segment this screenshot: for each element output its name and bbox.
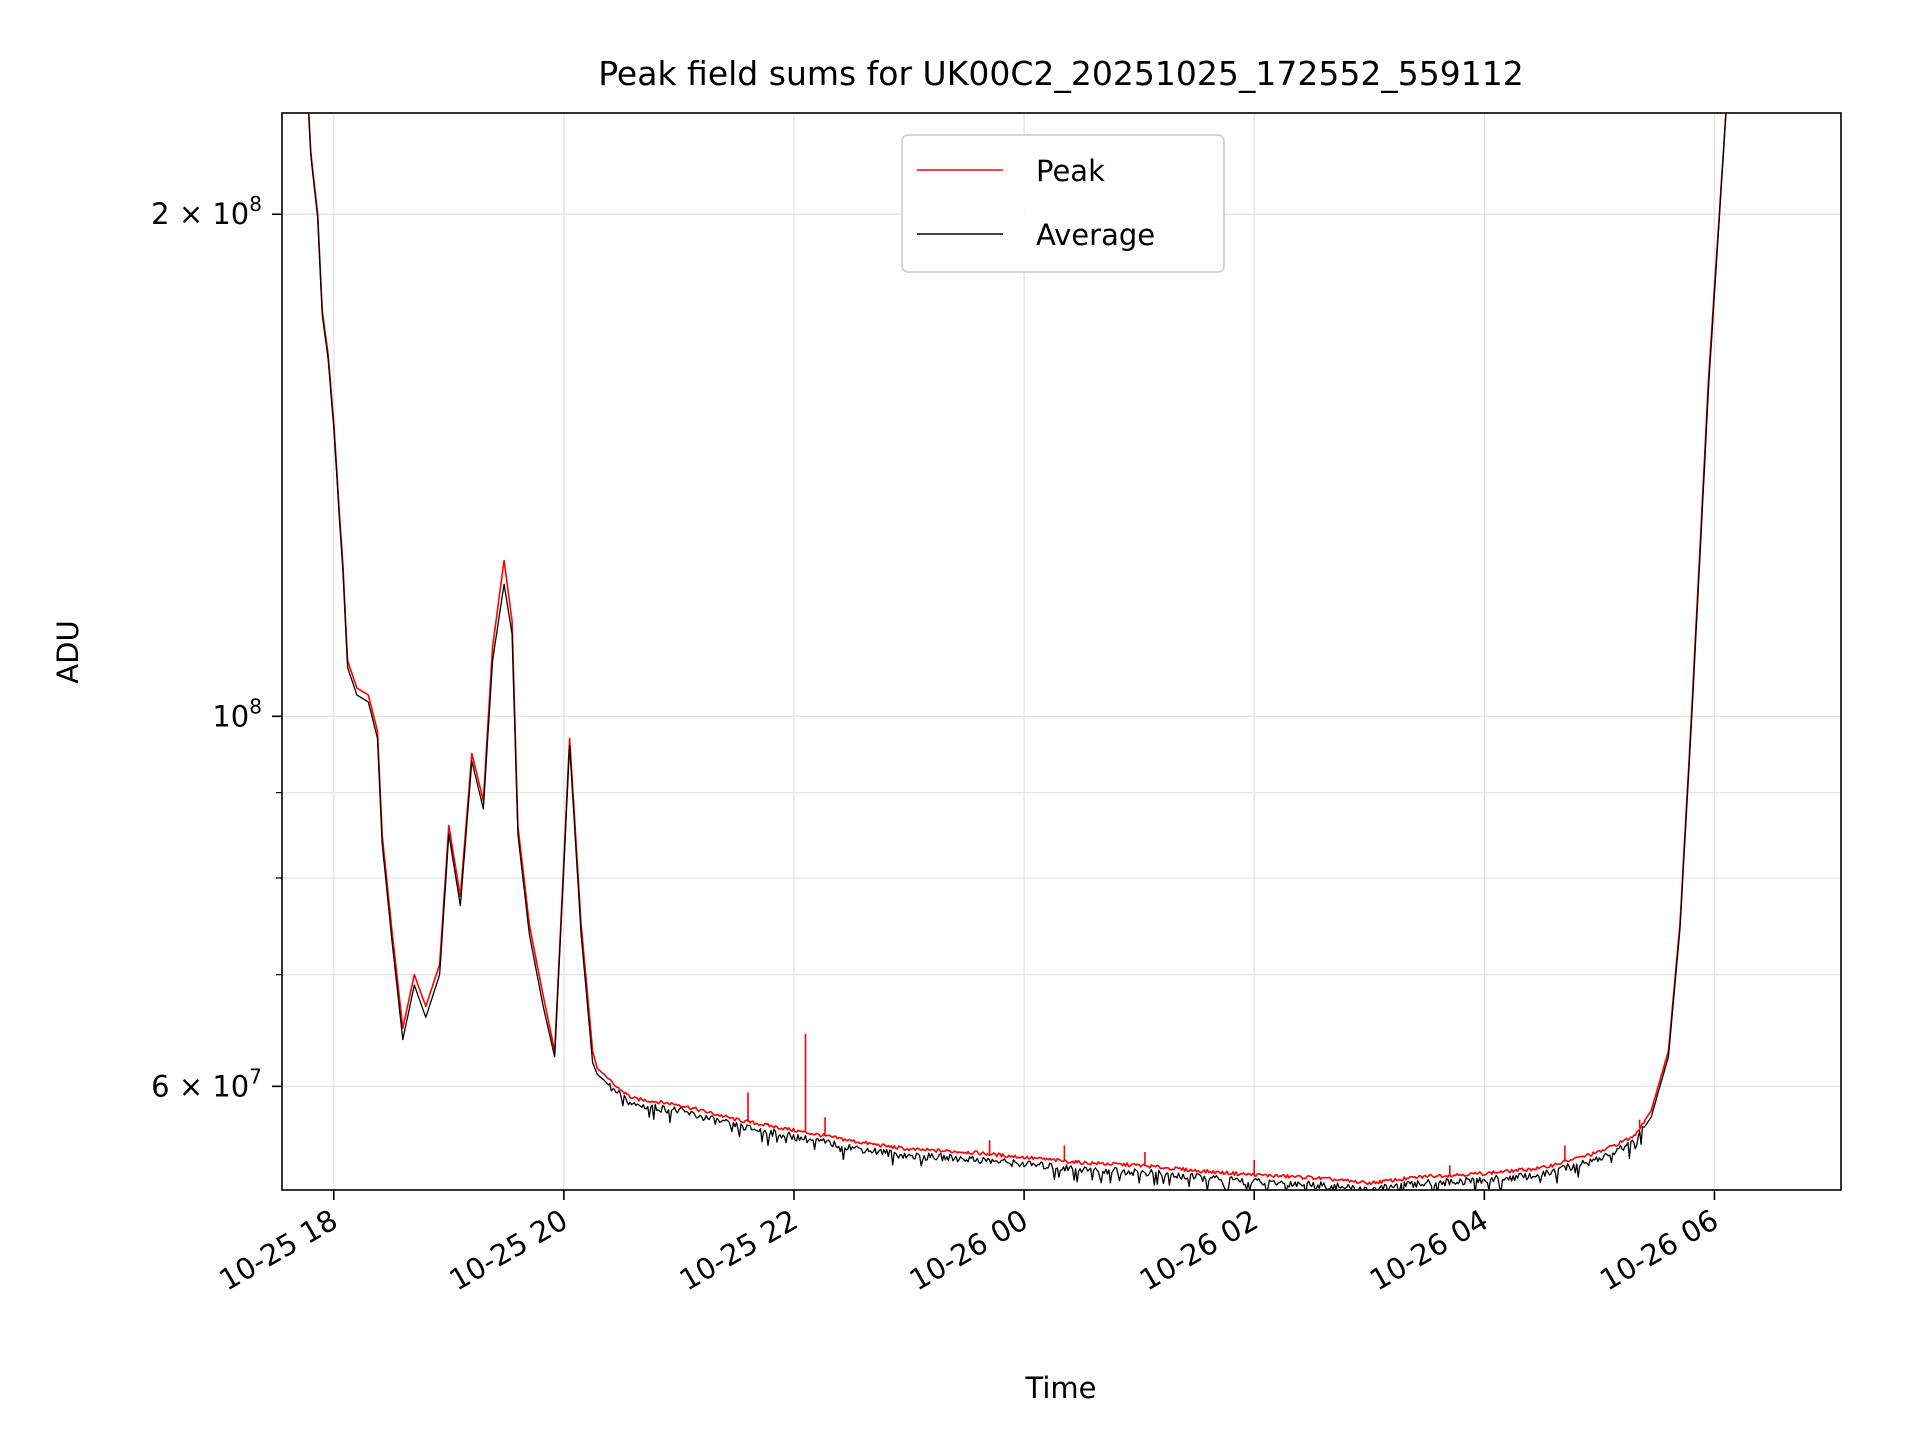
legend-label-average: Average	[1036, 218, 1155, 252]
series-line-peak	[308, 113, 1727, 1186]
y-tick-label: 108	[212, 694, 262, 733]
y-tick-label-base: 6 × 10	[151, 1069, 249, 1103]
legend: Peak Average	[901, 134, 1225, 273]
y-tick-label-base: 10	[212, 699, 249, 733]
series-line-average	[295, 113, 1727, 1190]
y-axis-label: ADU	[51, 620, 85, 683]
legend-label-peak: Peak	[1036, 154, 1105, 188]
y-tick-label-exponent: 8	[249, 694, 262, 718]
y-tick-label: 6 × 107	[151, 1064, 262, 1103]
x-axis-label: Time	[1025, 1371, 1097, 1405]
legend-box	[901, 134, 1225, 273]
y-tick-label: 2 × 108	[151, 192, 262, 231]
grid	[282, 113, 1841, 1190]
plot-frame	[281, 112, 1842, 1191]
series-layer	[295, 113, 1727, 1190]
chart-title: Peak field sums for UK00C2_20251025_1725…	[598, 54, 1524, 93]
y-tick-label-base: 2 × 10	[151, 197, 249, 231]
y-tick-label-exponent: 8	[249, 192, 262, 216]
y-tick-label-exponent: 7	[249, 1064, 262, 1088]
